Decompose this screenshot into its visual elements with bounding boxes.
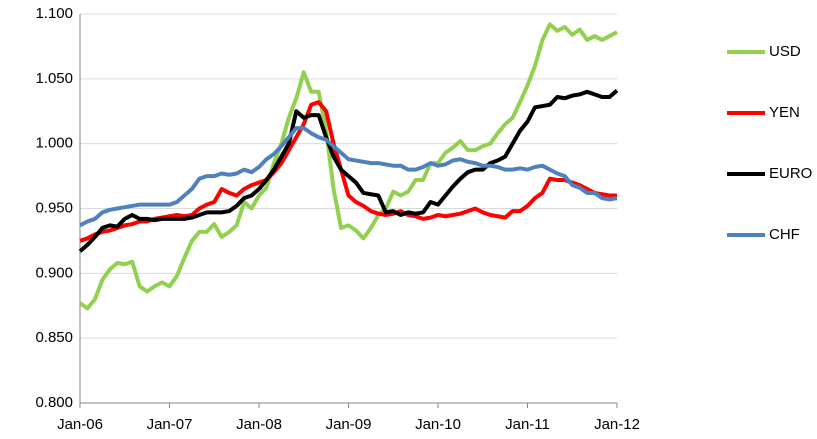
legend-label: CHF [769, 226, 800, 243]
y-tick-label: 0.850 [35, 329, 73, 346]
legend-label: YEN [769, 104, 800, 121]
y-tick-label: 1.000 [35, 135, 73, 152]
x-tick-label: Jan-08 [236, 416, 282, 433]
y-tick-label: 0.950 [35, 199, 73, 216]
series-line [78, 88, 619, 253]
x-tick-label: Jan-11 [505, 416, 550, 433]
x-tick-label: Jan-06 [57, 416, 103, 433]
y-tick-label: 0.800 [35, 394, 73, 411]
x-tick-label: Jan-10 [415, 416, 461, 433]
legend-label: EURO [769, 165, 812, 182]
x-tick-label: Jan-09 [326, 416, 372, 433]
x-tick-label: Jan-12 [594, 416, 640, 433]
y-tick-label: 1.050 [35, 70, 73, 87]
x-tick-label: Jan-07 [147, 416, 193, 433]
legend-label: USD [769, 43, 801, 60]
y-tick-label: 1.100 [35, 5, 73, 22]
series-line [78, 22, 618, 311]
series-line [79, 126, 618, 228]
series-line [79, 100, 617, 243]
y-tick-label: 0.900 [35, 264, 73, 281]
